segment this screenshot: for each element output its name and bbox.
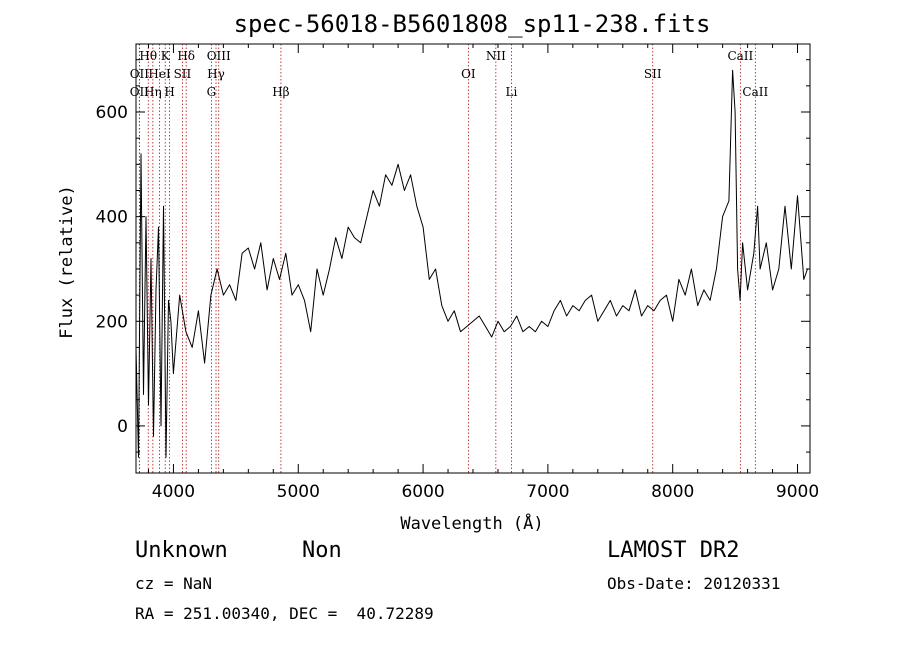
line-label-0: Hθ: [139, 49, 157, 63]
obs-date-text: Obs-Date: 20120331: [607, 574, 781, 593]
line-label-13: OI: [461, 67, 476, 81]
x-tick-label-9000: 9000: [776, 482, 819, 502]
y-axis-label: Flux (relative): [57, 185, 77, 339]
line-label-18: CaII: [742, 85, 768, 99]
line-label-3: HeI: [148, 67, 171, 81]
line-label-1: OII: [130, 67, 150, 81]
y-tick-label-200: 200: [96, 312, 128, 332]
line-label-2: OII: [130, 85, 150, 99]
x-axis: 4000 5000 6000 7000 8000 9000: [147, 44, 819, 502]
subclass-label: Non: [302, 538, 342, 563]
chart-title: spec-56018-B5601808_sp11-238.fits: [234, 10, 711, 38]
x-tick-label-6000: 6000: [401, 482, 444, 502]
line-label-6: H: [164, 85, 174, 99]
x-tick-label-8000: 8000: [651, 482, 694, 502]
line-label-5: K: [161, 49, 171, 63]
y-axis: 0 200 400 600: [96, 59, 810, 453]
x-tick-label-4000: 4000: [152, 482, 195, 502]
line-label-10: Hγ: [207, 67, 225, 81]
line-label-16: SII: [644, 67, 662, 81]
plot-frame: [135, 43, 811, 474]
x-tick-label-5000: 5000: [277, 482, 320, 502]
y-tick-label-0: 0: [117, 417, 128, 437]
data-layer: [135, 69, 808, 458]
line-label-11: G: [207, 85, 217, 99]
y-tick-label-400: 400: [96, 208, 128, 228]
line-label-12: Hβ: [272, 85, 289, 99]
cz-text: cz = NaN: [135, 574, 213, 593]
line-label-9: OIII: [207, 49, 231, 63]
survey-label: LAMOST DR2: [607, 538, 740, 563]
coordinates-text: RA = 251.00340, DEC = 40.72289: [135, 604, 434, 623]
line-label-15: Li: [506, 85, 518, 99]
y-tick-label-600: 600: [96, 103, 128, 123]
line-label-7: SII: [174, 67, 192, 81]
x-axis-label: Wavelength (Å): [400, 512, 543, 534]
spectrum-series-0: [135, 69, 808, 458]
line-label-8: Hδ: [177, 49, 195, 63]
line-label-17: CaII: [727, 49, 753, 63]
line-label-14: NII: [486, 49, 506, 63]
line-label-4: Hη: [144, 85, 162, 99]
x-tick-label-7000: 7000: [526, 482, 569, 502]
class-label: Unknown: [135, 538, 228, 563]
